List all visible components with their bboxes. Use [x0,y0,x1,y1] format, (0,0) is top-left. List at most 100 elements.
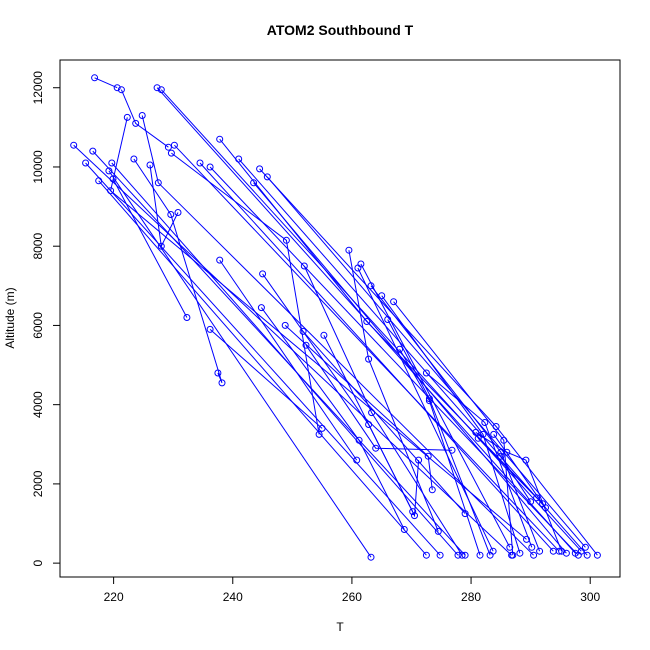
data-point [302,341,310,349]
data-point [130,155,138,163]
profile-line [360,263,511,548]
profile-line [266,176,586,548]
data-point [448,446,456,454]
x-axis: 220 240 260 280 300 [104,576,601,604]
profile-line [500,455,532,502]
profile-line [92,150,466,556]
data-point [263,173,271,181]
data-point [345,246,353,254]
x-tick-label: 220 [104,590,124,604]
data-point [497,452,505,460]
data-point [396,345,404,353]
data-point [378,292,386,300]
data-point [174,209,182,216]
data-point [300,262,308,270]
y-axis-label: Altitude (m) [3,287,17,348]
profile-line [303,265,463,556]
data-point [415,456,423,464]
data-point [353,456,361,464]
data-point [527,498,535,506]
data-point [355,436,363,444]
data-point [528,543,536,551]
profile-line [111,162,459,556]
data-point [436,551,444,559]
data-point [107,187,115,195]
data-point [428,486,436,494]
y-tick-label: 12000 [31,71,45,105]
data-point [164,143,172,151]
profile-line [141,115,534,556]
data-point [454,551,462,559]
series-lines [73,77,598,558]
profile-line [149,164,179,248]
data-point [105,167,113,175]
data-point [132,119,140,127]
profile-line [302,331,466,514]
data-point [281,321,289,329]
data-point [422,369,430,377]
data-point [108,159,116,167]
data-point [400,526,408,533]
data-point [422,551,430,559]
profile-line [357,267,494,552]
data-point [492,423,500,430]
data-point [536,547,544,555]
data-point [196,159,204,167]
data-point [461,551,469,559]
profile-line [209,166,579,556]
y-tick-label: 2000 [31,470,45,497]
profile-line [112,178,188,318]
data-point [282,236,290,244]
y-tick-label: 6000 [31,312,45,339]
data-point [138,112,146,119]
x-tick-label: 300 [580,590,600,604]
data-point [109,175,117,183]
profile-line [171,152,320,435]
data-point [357,260,365,268]
data-point [250,179,258,187]
profile-line [393,301,514,556]
profile-line [399,348,481,556]
data-point [167,149,175,157]
data-point [216,135,224,143]
profile-line [493,434,546,508]
profile-line [219,259,358,461]
y-axis: 0 2000 4000 6000 8000 10000 12000 [31,71,61,566]
profile-line [160,89,582,552]
y-tick-label: 10000 [31,150,45,184]
y-tick-label: 4000 [31,391,45,418]
data-point [256,165,264,173]
data-point [583,551,591,559]
plot-area-frame [59,59,621,578]
profile-line [94,77,118,89]
data-point [206,325,214,333]
series-points [70,74,601,561]
data-point [257,304,265,312]
x-tick-label: 240 [223,590,243,604]
data-point [259,270,267,278]
data-point [481,419,489,426]
data-point [154,179,162,187]
data-point [549,547,557,555]
data-point [574,551,582,559]
data-point [522,456,530,464]
profile-line [110,117,527,540]
data-point [299,327,307,335]
data-point [117,86,125,94]
data-point [458,551,466,559]
data-point [167,211,175,218]
data-point [95,177,103,185]
profile-line [426,372,533,548]
data-point [542,504,549,512]
data-point [206,163,214,171]
profile-line [284,325,433,490]
profile-line [348,250,439,532]
profile-line [381,295,521,554]
data-point [516,549,524,557]
data-point [367,282,375,290]
data-point [183,314,191,321]
profile-line [133,158,223,384]
profile-line [120,89,169,148]
data-point [384,316,392,323]
